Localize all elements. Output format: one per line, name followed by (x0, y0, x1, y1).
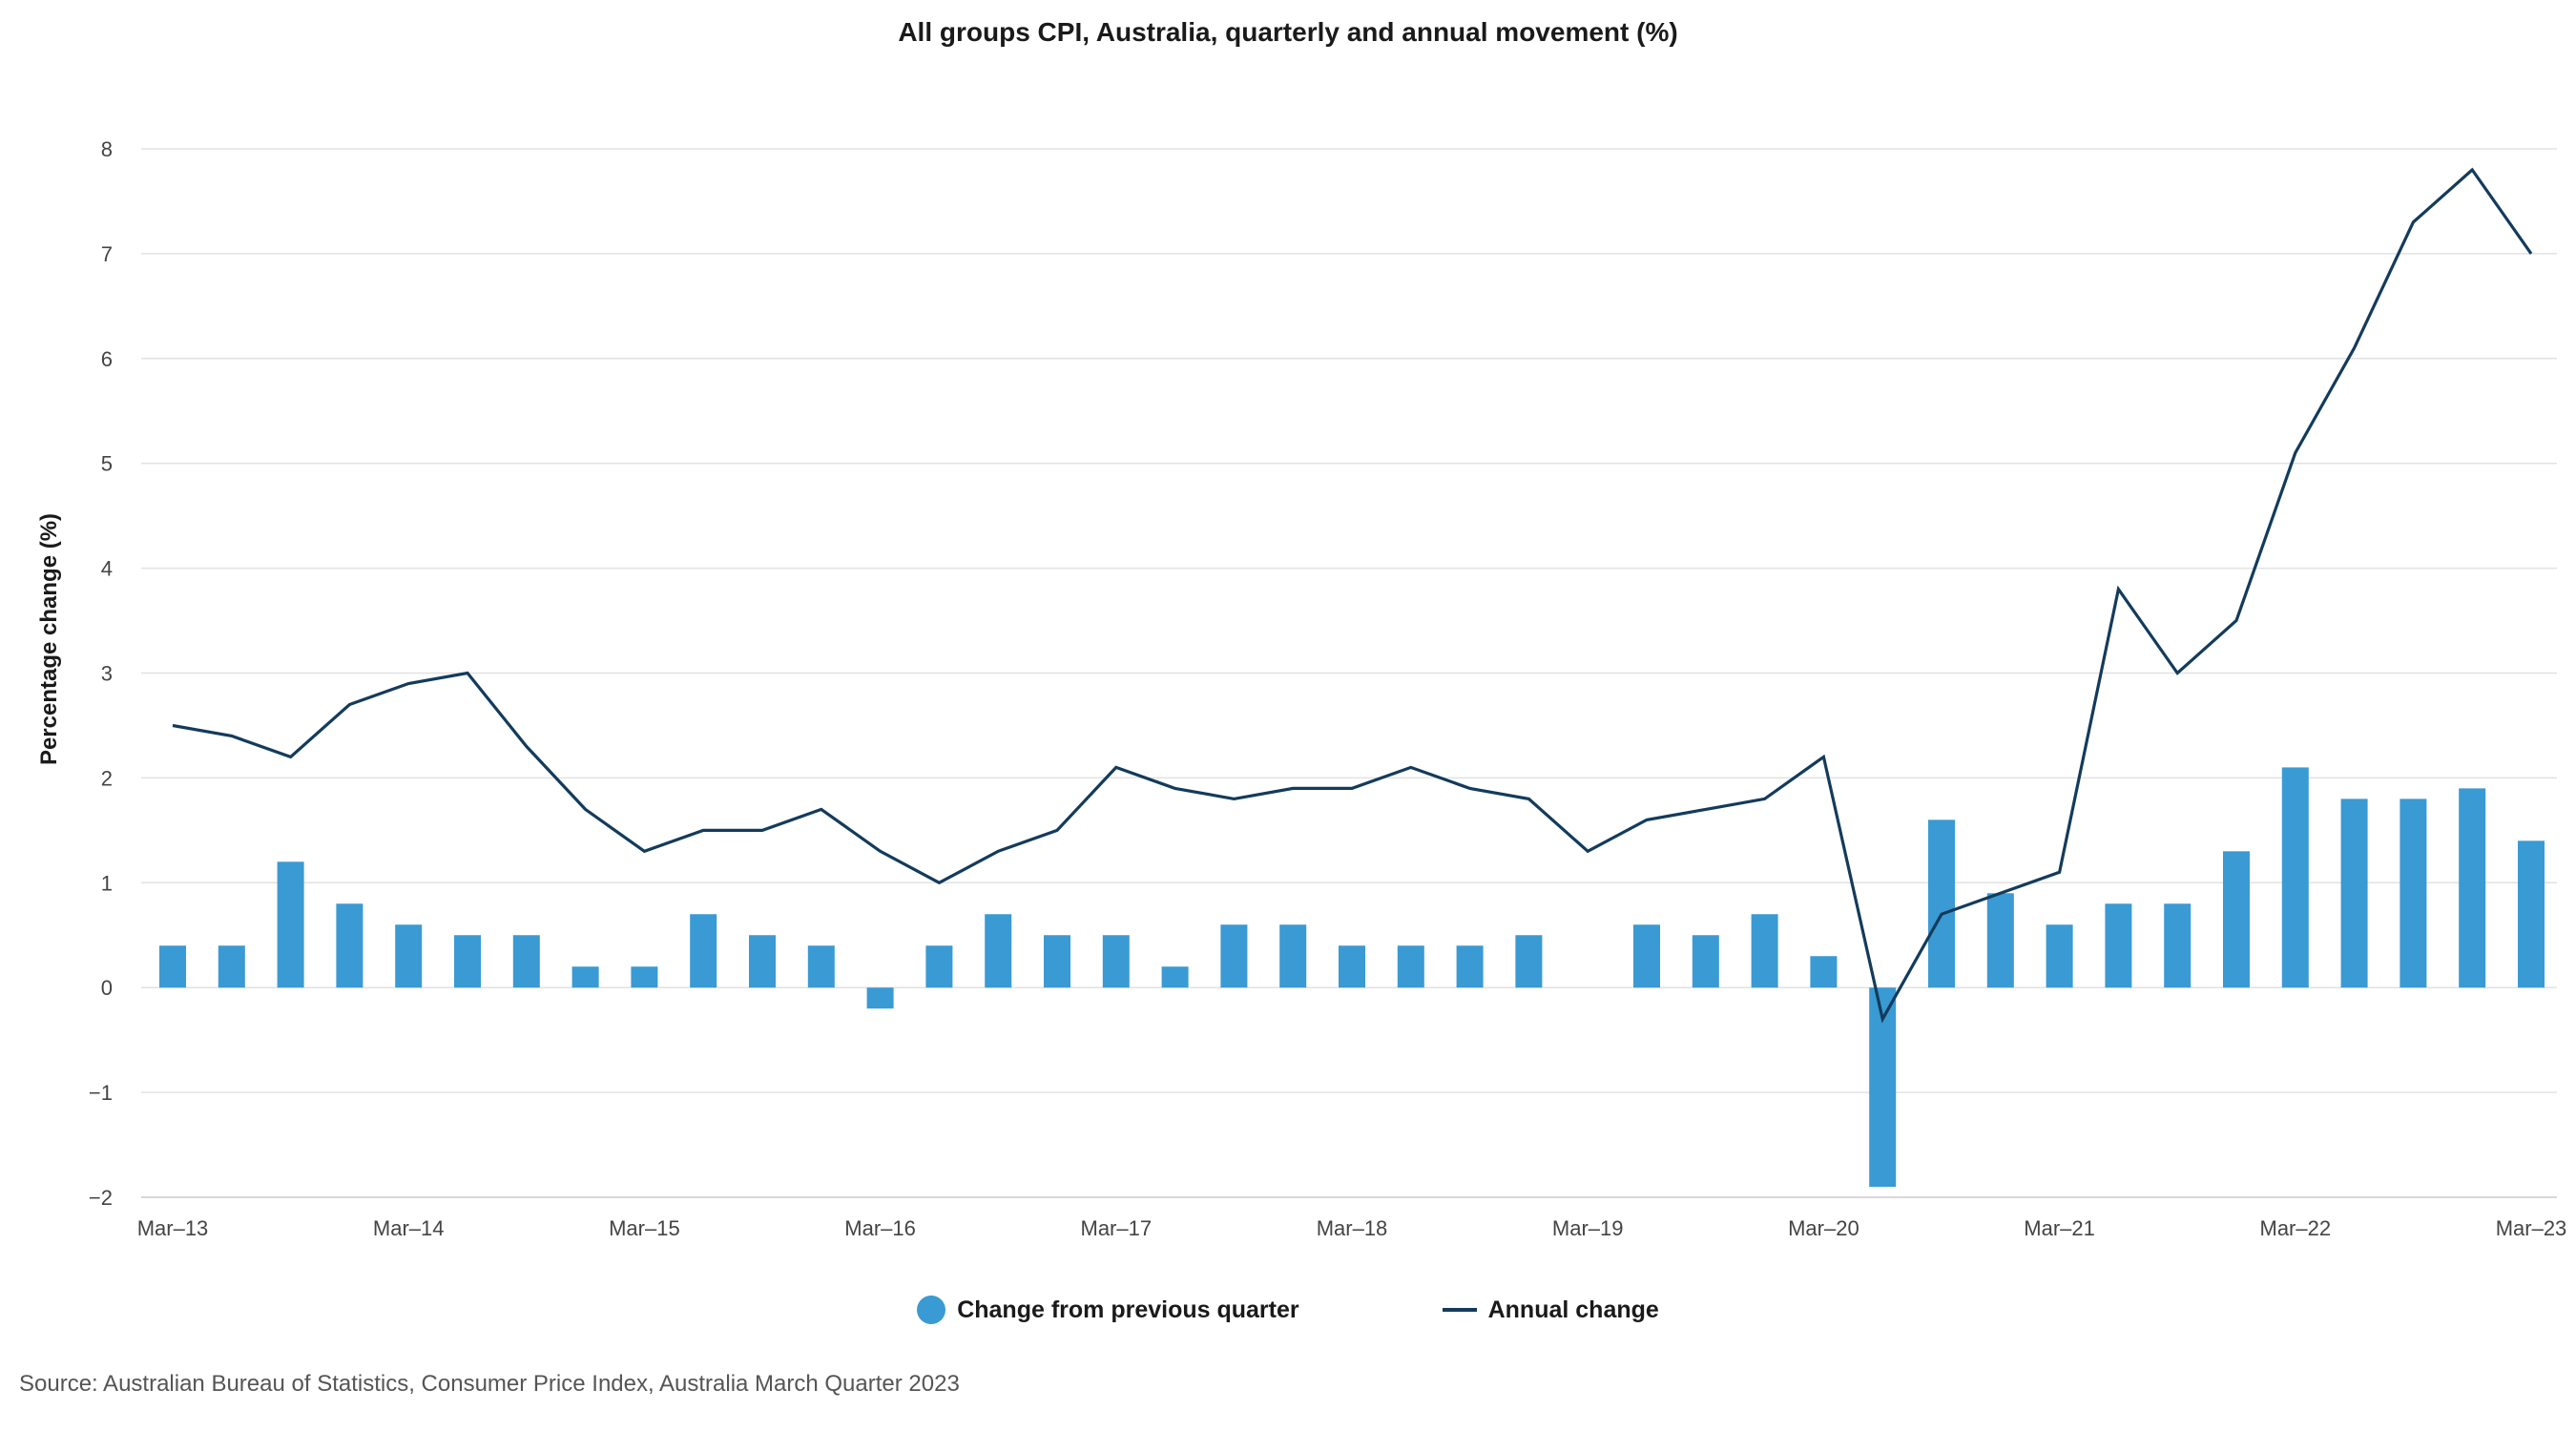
bar-quarterly (454, 935, 481, 988)
bar-quarterly (2105, 903, 2132, 988)
y-tick-label: −1 (89, 1081, 113, 1105)
bar-quarterly (1102, 935, 1130, 988)
bar-quarterly (866, 987, 894, 1009)
bar-quarterly (2399, 798, 2427, 988)
bar-quarterly (1044, 935, 1070, 988)
bar-quarterly (2164, 903, 2192, 988)
legend-label-quarterly: Change from previous quarter (957, 1296, 1299, 1323)
line-annual-change (172, 167, 2533, 1024)
y-tick-label: 4 (101, 557, 113, 581)
bar-quarterly (2223, 851, 2250, 988)
bar-quarterly (1279, 924, 1307, 988)
bar-quarterly (631, 966, 658, 988)
legend-item-quarterly[interactable]: Change from previous quarter (917, 1296, 1299, 1324)
y-tick-label: 2 (101, 766, 113, 790)
y-tick-label: 6 (101, 347, 113, 371)
bar-series (159, 767, 2545, 1188)
bar-quarterly (395, 924, 423, 988)
gridlines (141, 148, 2557, 1198)
legend-line-icon (1442, 1308, 1477, 1312)
x-tick-label: Mar–15 (609, 1216, 680, 1240)
y-tick-label: 5 (101, 452, 113, 476)
x-tick-label: Mar–17 (1081, 1216, 1153, 1240)
x-tick-label: Mar–13 (137, 1216, 209, 1240)
bar-quarterly (512, 935, 540, 988)
y-tick-label: 7 (101, 242, 113, 266)
x-tick-label: Mar–22 (2260, 1216, 2332, 1240)
bar-quarterly (336, 903, 364, 988)
bar-quarterly (218, 945, 245, 988)
x-tick-label: Mar–23 (2496, 1216, 2567, 1240)
x-tick-label: Mar–16 (844, 1216, 916, 1240)
bar-quarterly (925, 945, 953, 988)
bar-quarterly (2518, 840, 2545, 988)
x-tick-label: Mar–18 (1317, 1216, 1388, 1240)
x-tick-label: Mar–19 (1552, 1216, 1624, 1240)
bar-quarterly (1986, 893, 2014, 988)
bar-quarterly (1397, 945, 1424, 988)
bar-quarterly (159, 945, 186, 988)
legend-dot-icon (917, 1296, 946, 1324)
bar-quarterly (1339, 945, 1365, 988)
y-tick-label: 1 (101, 871, 113, 895)
bar-quarterly (985, 914, 1012, 988)
y-tick-label: 8 (101, 137, 113, 161)
x-tick-label: Mar–21 (2024, 1216, 2095, 1240)
bar-quarterly (2046, 924, 2073, 988)
bar-quarterly (690, 914, 717, 988)
y-tick-label: −2 (89, 1186, 113, 1210)
bar-quarterly (571, 966, 599, 988)
legend: Change from previous quarter Annual chan… (0, 1296, 2576, 1324)
x-axis-ticks: Mar–13 Mar–14 Mar–15 Mar–16 Mar–17 Mar–18 Mar–… (137, 1216, 2567, 1240)
chart-title: All groups CPI, Australia, quarterly and… (898, 17, 1678, 47)
y-tick-label: 3 (101, 662, 113, 686)
bar-quarterly (2281, 767, 2309, 988)
bar-quarterly (2340, 798, 2368, 988)
source-note: Source: Australian Bureau of Statistics,… (19, 1371, 960, 1397)
bar-quarterly (2459, 788, 2486, 988)
bar-quarterly (1456, 945, 1484, 988)
legend-item-annual[interactable]: Annual change (1442, 1296, 1659, 1324)
bar-quarterly (807, 945, 835, 988)
bar-quarterly (1161, 966, 1189, 988)
bar-quarterly (1692, 935, 1719, 988)
line-series (172, 167, 2533, 1024)
x-tick-label: Mar–20 (1788, 1216, 1859, 1240)
bar-quarterly (277, 861, 304, 988)
legend-label-annual: Annual change (1487, 1296, 1659, 1323)
bar-quarterly (1751, 914, 1778, 988)
bar-quarterly (1633, 924, 1660, 988)
bar-quarterly (1928, 819, 1955, 988)
y-axis-ticks: 8 7 6 5 4 3 2 1 0 −1 −2 (89, 137, 113, 1210)
bar-quarterly (1220, 924, 1248, 988)
bar-quarterly (749, 935, 776, 988)
y-tick-label: 0 (101, 976, 113, 1000)
x-tick-label: Mar–14 (373, 1216, 445, 1240)
bar-quarterly (1810, 956, 1838, 988)
bar-quarterly (1515, 935, 1543, 988)
